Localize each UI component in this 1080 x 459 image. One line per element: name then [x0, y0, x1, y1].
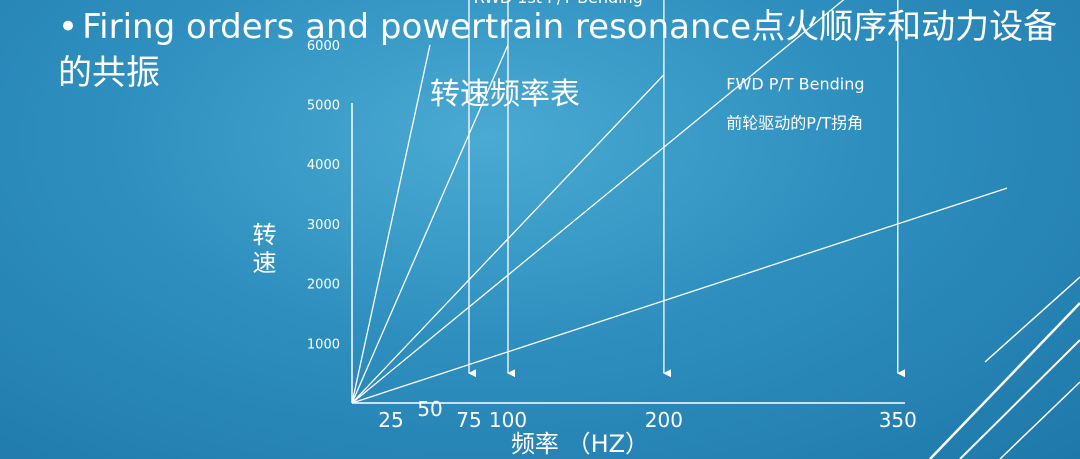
- slide-heading: • Firing orders and powertrain resonance点…: [58, 4, 1068, 96]
- y-tick-label: 2000: [307, 278, 340, 293]
- corner-stripe: [999, 381, 1080, 459]
- annotation-1: RWD 1st P/T Bending: [474, 0, 643, 7]
- x-tick-label: 200: [645, 408, 683, 432]
- y-tick-label: 1000: [307, 337, 340, 352]
- y-tick-label: 5000: [307, 99, 340, 114]
- x-tick-label: 75: [456, 408, 481, 432]
- y-tick-label: 3000: [307, 218, 340, 233]
- corner-stripe: [984, 276, 1080, 363]
- y-axis-label: 转速: [248, 222, 276, 278]
- bullet-marker: •: [58, 7, 79, 47]
- heading-text: Firing orders and powertrain resonance点火…: [58, 7, 1058, 93]
- y-tick-label: 6000: [307, 39, 340, 54]
- x-tick-labels: 25 50 75 100 200 350: [378, 397, 917, 432]
- series-lines: [351, 0, 1008, 404]
- series-line-2: [351, 44, 509, 404]
- series-line-4: [351, 0, 845, 404]
- y-tick-label: 4000: [307, 158, 340, 173]
- chart-title: 转速频率表: [430, 77, 580, 112]
- x-tick-label: 50: [417, 397, 442, 421]
- frequency-markers: [468, 0, 905, 378]
- x-axis-label: 频率 （HZ）: [511, 430, 649, 458]
- series-line-1: [351, 44, 431, 404]
- x-tick-label: 350: [879, 408, 917, 432]
- annotation-2: FWD P/T Bending: [726, 75, 864, 94]
- x-tick-label: 100: [489, 408, 527, 432]
- corner-stripe: [929, 302, 1080, 459]
- x-tick-label: 25: [378, 408, 403, 432]
- decorative-corner-stripes: [929, 276, 1080, 459]
- series-line-5: [351, 187, 1008, 404]
- corner-stripe: [959, 339, 1080, 459]
- annotation-3: 前轮驱动的P/T拐角: [726, 113, 863, 132]
- y-tick-labels: 1000 2000 3000 4000 5000 6000: [307, 39, 340, 352]
- annotation-labels: RWD 1st P/T Bending FWD P/T Bending 前轮驱动的P…: [474, 0, 865, 132]
